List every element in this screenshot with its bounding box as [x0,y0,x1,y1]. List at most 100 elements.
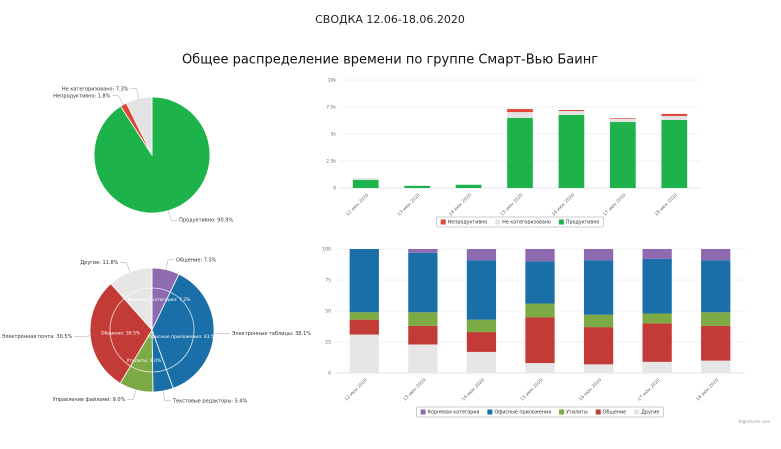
bar-segment [507,112,533,119]
y-tick-label: 5k [331,132,337,138]
bar-segment [408,252,438,313]
bar-segment [466,332,497,352]
legend-swatch [440,219,446,225]
y-tick-label: 100 [322,247,331,253]
slice-label: Электронные таблицы: 38.1% [232,331,311,337]
legend-swatch [558,219,564,225]
credits: Highcharts.com [739,419,771,424]
bar-segment [583,327,614,365]
bar-segment [701,260,731,313]
legend-label: Корневая категория [428,410,480,416]
bar-segment [610,118,636,123]
bar-segment [701,312,731,326]
slice-label: Не категоризовано: 7.3% [62,86,129,92]
y-tick-label: 0 [328,371,331,377]
bar-segment [408,344,438,373]
bar-segment [352,178,379,181]
x-tick-label: 16 июн 2020 [551,192,576,217]
legend-swatch [595,409,601,415]
inner-arc [151,287,171,293]
bar-segment [466,260,497,320]
y-tick-label: 75 [325,278,331,284]
x-tick-label: 12 июн 2020 [345,192,370,217]
slice-label: Другие: 11.8% [80,260,118,266]
inner-arc [109,298,131,367]
legend-label: Офисные приложения [494,410,551,416]
bar-segment [583,249,614,261]
legend-label: Другие [641,410,659,416]
legend-box [416,406,664,418]
legend-label: Общение [603,410,626,416]
bar-segment [610,122,636,188]
bar-segment [349,249,379,313]
y-tick-label: 0 [333,186,336,192]
bar-segment [701,325,731,361]
bar-segment [701,249,731,261]
bar-segment [352,180,379,188]
inner-label: Офисные приложения: 43.5% [148,334,219,340]
y-tick-label: 10k [328,78,337,84]
pie-slice [151,273,215,389]
legend-swatch [487,409,493,415]
bar-segment [525,363,555,373]
legend-swatch [634,409,640,415]
bar-segment [642,249,672,259]
page-title: СВОДКА 12.06-18.06.2020 [315,13,465,26]
bar-segment [349,334,379,373]
legend-label: Утилиты [566,410,588,416]
bar-segment [661,113,688,116]
y-tick-label: 25 [325,340,331,346]
x-tick-label: 15 июн 2020 [519,377,544,402]
slice-label: Управление файлами: 9.0% [53,396,126,403]
label-connector [165,259,175,270]
inner-arc [123,287,153,299]
bar-segment [661,119,688,188]
inner-label: Общение: 30.5% [101,331,141,337]
bar-segment [558,110,585,111]
x-tick-label: 13 июн 2020 [396,192,421,217]
x-tick-label: 14 июн 2020 [448,192,473,217]
label-connector [168,210,178,221]
bar-segment [507,118,533,188]
label-connector [127,389,137,400]
inner-label: Корневая категория: 7.2% [127,297,191,303]
bar-segment [466,319,497,333]
slice-label: Непродуктивно: 1.8% [53,93,110,99]
bar-segment [525,261,555,304]
x-tick-label: 18 июн 2020 [654,192,679,217]
legend-swatch [495,219,501,225]
bar-segment [642,258,672,314]
bar-segment [408,249,438,253]
y-tick-label: 50 [325,309,331,315]
bar-segment [455,184,482,188]
inner-arc [130,365,153,373]
slice-label: Электронная почта: 30.5% [2,334,73,340]
slice-label: Общение: 7.3% [176,257,217,263]
bar-segment [408,312,438,326]
bar-segment [525,317,555,364]
x-tick-label: 17 июн 2020 [636,377,661,402]
x-tick-label: 17 июн 2020 [602,192,627,217]
x-tick-label: 18 июн 2020 [695,377,720,402]
x-tick-label: 12 июн 2020 [344,377,369,402]
pie-slice [110,267,153,332]
label-connector [120,262,131,273]
page-subtitle: Общее распределение времени по группе См… [182,53,598,68]
pie-slice [125,96,153,156]
bar-segment [525,303,555,318]
bar-segment [525,249,555,262]
label-connector [213,332,230,334]
inner-label: Утилиты: 9.0% [127,358,162,364]
legend-swatch [420,409,426,415]
bar-segment [701,360,731,373]
legend: Непродуктивно Не категоризовано Продуктивн… [436,216,604,228]
bar-segment [642,323,672,362]
bar-segment [661,115,688,120]
bar-segment [404,185,430,188]
label-connector [130,88,140,99]
bar-segment [642,313,672,324]
bar-segment [558,110,585,115]
x-tick-label: 15 июн 2020 [499,192,524,217]
legend-label: Продуктивно [566,220,600,226]
bar-segment [349,312,379,320]
